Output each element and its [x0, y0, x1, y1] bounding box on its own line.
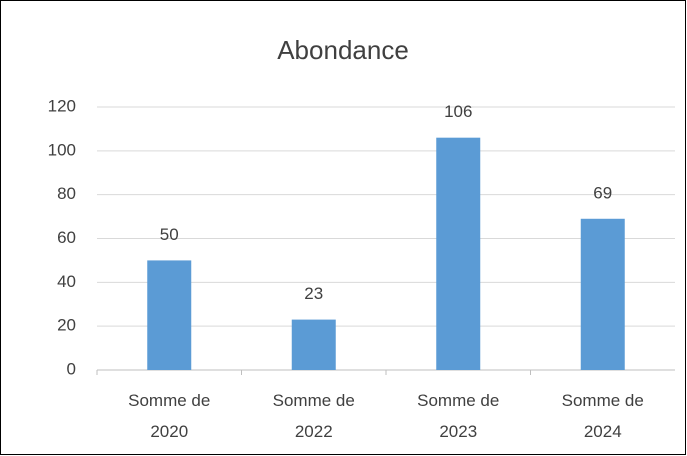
- y-tick-label: 120: [48, 96, 76, 115]
- data-label: 23: [304, 284, 323, 303]
- y-tick-label: 20: [57, 316, 76, 335]
- y-tick-label: 80: [57, 184, 76, 203]
- y-tick-label: 0: [67, 359, 76, 378]
- x-tick-label: Somme de 2022: [272, 391, 355, 441]
- y-tick-label: 100: [48, 140, 76, 159]
- bar: [580, 218, 625, 370]
- data-label: 50: [160, 225, 179, 244]
- y-tick-label: 60: [57, 228, 76, 247]
- bar: [147, 260, 192, 370]
- y-tick-label: 40: [57, 272, 76, 291]
- data-label: 106: [444, 102, 472, 121]
- x-tick-label: Somme de 2023: [417, 391, 500, 441]
- x-tick-label: Somme de 2020: [128, 391, 211, 441]
- data-label: 69: [593, 183, 612, 202]
- x-tick-label: Somme de 2024: [561, 391, 644, 441]
- bar: [291, 319, 336, 370]
- chart-title: Abondance: [277, 35, 409, 65]
- bar: [436, 137, 481, 370]
